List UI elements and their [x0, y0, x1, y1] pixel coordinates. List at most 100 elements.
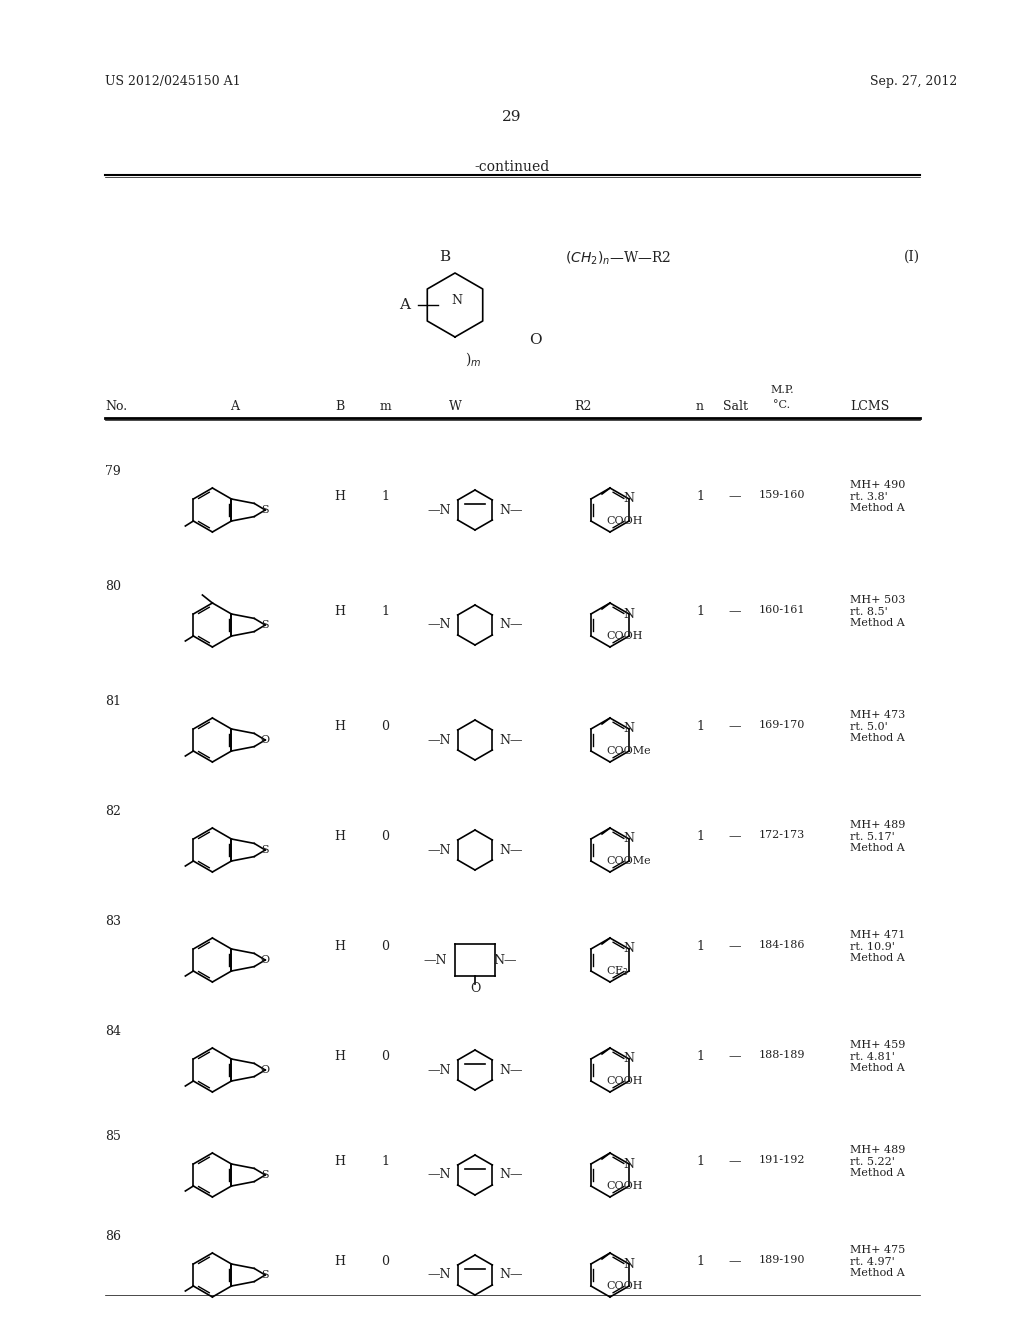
Text: M.P.: M.P. [770, 385, 794, 395]
Text: 0: 0 [381, 719, 389, 733]
Text: 169-170: 169-170 [759, 719, 805, 730]
Text: CF$_3$: CF$_3$ [606, 964, 629, 978]
Text: H: H [335, 719, 345, 733]
Text: 85: 85 [105, 1130, 121, 1143]
Text: —: — [729, 490, 741, 503]
Text: MH+ 475
rt. 4.97'
Method A: MH+ 475 rt. 4.97' Method A [850, 1245, 905, 1278]
Text: 0: 0 [381, 1255, 389, 1269]
Text: MH+ 471
rt. 10.9'
Method A: MH+ 471 rt. 10.9' Method A [850, 931, 905, 964]
Text: O: O [528, 333, 542, 347]
Text: N—: N— [500, 734, 522, 747]
Text: R2: R2 [574, 400, 592, 413]
Text: N—: N— [500, 843, 522, 857]
Text: 1: 1 [696, 830, 705, 843]
Text: —: — [729, 1155, 741, 1168]
Text: N—: N— [500, 1064, 522, 1077]
Text: H: H [335, 940, 345, 953]
Text: (I): (I) [904, 249, 920, 264]
Text: O: O [470, 982, 480, 994]
Text: COOH: COOH [606, 631, 642, 642]
Text: N—: N— [494, 953, 517, 966]
Text: 1: 1 [381, 490, 389, 503]
Text: N—: N— [500, 1269, 522, 1282]
Text: S: S [261, 845, 269, 855]
Text: 83: 83 [105, 915, 121, 928]
Text: N: N [624, 722, 635, 735]
Text: 1: 1 [696, 719, 705, 733]
Text: N: N [624, 1052, 635, 1065]
Text: COOH: COOH [606, 1181, 642, 1191]
Text: B: B [336, 400, 345, 413]
Text: 172-173: 172-173 [759, 830, 805, 840]
Text: 82: 82 [105, 805, 121, 818]
Text: 1: 1 [696, 490, 705, 503]
Text: H: H [335, 1255, 345, 1269]
Text: B: B [439, 249, 451, 264]
Text: n: n [696, 400, 705, 413]
Text: MH+ 503
rt. 8.5'
Method A: MH+ 503 rt. 8.5' Method A [850, 595, 905, 628]
Text: S: S [261, 1170, 269, 1180]
Text: W: W [449, 400, 462, 413]
Text: —N: —N [427, 1064, 451, 1077]
Text: 0: 0 [381, 940, 389, 953]
Text: COOMe: COOMe [606, 855, 650, 866]
Text: COOH: COOH [606, 1280, 642, 1291]
Text: °C.: °C. [773, 400, 791, 411]
Text: N—: N— [500, 503, 522, 516]
Text: $(CH_2)_n$—W—R2: $(CH_2)_n$—W—R2 [565, 249, 671, 268]
Text: N: N [452, 293, 463, 306]
Text: 29: 29 [502, 110, 522, 124]
Text: N: N [624, 1258, 635, 1270]
Text: MH+ 459
rt. 4.81'
Method A: MH+ 459 rt. 4.81' Method A [850, 1040, 905, 1073]
Text: N—: N— [500, 1168, 522, 1181]
Text: -continued: -continued [474, 160, 550, 174]
Text: 184-186: 184-186 [759, 940, 805, 950]
Text: H: H [335, 605, 345, 618]
Text: COOMe: COOMe [606, 746, 650, 756]
Text: 0: 0 [381, 830, 389, 843]
Text: 1: 1 [696, 1255, 705, 1269]
Text: N: N [624, 492, 635, 506]
Text: N: N [624, 1158, 635, 1171]
Text: 188-189: 188-189 [759, 1049, 805, 1060]
Text: —N: —N [423, 953, 446, 966]
Text: 1: 1 [696, 605, 705, 618]
Text: 160-161: 160-161 [759, 605, 805, 615]
Text: Sep. 27, 2012: Sep. 27, 2012 [870, 75, 957, 88]
Text: H: H [335, 490, 345, 503]
Text: 79: 79 [105, 465, 121, 478]
Text: 0: 0 [381, 1049, 389, 1063]
Text: A: A [399, 298, 411, 312]
Text: 1: 1 [696, 940, 705, 953]
Text: H: H [335, 1155, 345, 1168]
Text: —: — [729, 605, 741, 618]
Text: H: H [335, 1049, 345, 1063]
Text: 189-190: 189-190 [759, 1255, 805, 1265]
Text: —: — [729, 1255, 741, 1269]
Text: A: A [230, 400, 240, 413]
Text: N: N [624, 607, 635, 620]
Text: Salt: Salt [723, 400, 748, 413]
Text: MH+ 489
rt. 5.17'
Method A: MH+ 489 rt. 5.17' Method A [850, 820, 905, 853]
Text: —: — [729, 719, 741, 733]
Text: No.: No. [105, 400, 127, 413]
Text: —N: —N [427, 619, 451, 631]
Text: 80: 80 [105, 579, 121, 593]
Text: —: — [729, 940, 741, 953]
Text: 1: 1 [696, 1155, 705, 1168]
Text: US 2012/0245150 A1: US 2012/0245150 A1 [105, 75, 241, 88]
Text: O: O [261, 1065, 269, 1074]
Text: —N: —N [427, 503, 451, 516]
Text: —N: —N [427, 734, 451, 747]
Text: MH+ 490
rt. 3.8'
Method A: MH+ 490 rt. 3.8' Method A [850, 480, 905, 513]
Text: S: S [261, 1270, 269, 1280]
Text: 84: 84 [105, 1026, 121, 1038]
Text: —: — [729, 1049, 741, 1063]
Text: S: S [261, 620, 269, 630]
Text: —N: —N [427, 1168, 451, 1181]
Text: 1: 1 [381, 1155, 389, 1168]
Text: 191-192: 191-192 [759, 1155, 805, 1166]
Text: —: — [729, 830, 741, 843]
Text: 1: 1 [381, 605, 389, 618]
Text: O: O [261, 954, 269, 965]
